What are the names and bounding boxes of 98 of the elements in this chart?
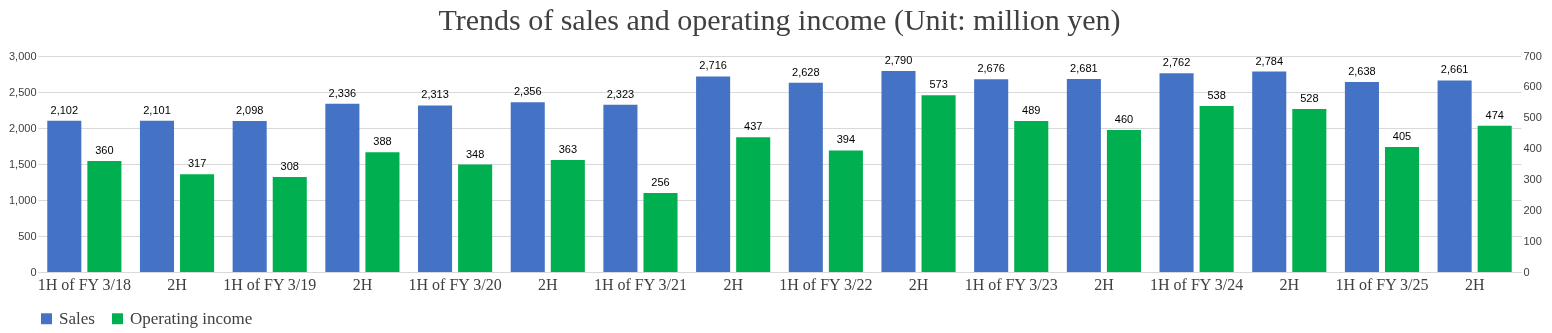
data-label: 360 (95, 143, 114, 156)
bar (736, 137, 771, 272)
bar (1252, 71, 1287, 272)
data-label: 405 (1392, 130, 1412, 143)
bar (828, 150, 863, 272)
data-label: 474 (1485, 108, 1504, 121)
y2-tick-label: 300 (1523, 172, 1542, 185)
x-tick-label: 1H of FY 3/24 (1150, 275, 1244, 293)
x-tick-label: 1H of FY 3/25 (1335, 275, 1429, 293)
bar (365, 152, 400, 272)
bar (47, 120, 82, 272)
bar (418, 105, 453, 272)
bar (696, 76, 731, 272)
y-tick-label: 2,000 (8, 121, 37, 134)
data-label: 2,336 (328, 86, 357, 99)
bar (881, 71, 916, 272)
data-label: 2,356 (513, 85, 542, 98)
data-label: 2,098 (235, 103, 264, 116)
data-label: 2,716 (699, 59, 727, 72)
data-label: 2,102 (50, 103, 79, 116)
bar (788, 82, 823, 272)
y2-tick-label: 200 (1523, 203, 1542, 216)
x-tick-label: 2H (1464, 275, 1485, 293)
y2-tick-label: 500 (1523, 111, 1542, 124)
data-label: 2,323 (606, 87, 635, 100)
data-label: 2,628 (792, 65, 820, 78)
bar (603, 104, 638, 272)
bar (1159, 73, 1194, 272)
data-label: 2,313 (421, 88, 449, 101)
y-tick-label: 2,500 (8, 85, 37, 98)
bar (550, 159, 585, 272)
y-tick-label: 1,000 (8, 193, 37, 206)
data-label: 317 (187, 157, 207, 170)
x-tick-label: 1H of FY 3/21 (593, 275, 688, 293)
y2-tick-label: 700 (1523, 49, 1542, 62)
data-label: 2,790 (884, 54, 913, 67)
bar (1437, 80, 1472, 272)
bar (325, 103, 360, 272)
y-tick-label: 500 (18, 229, 37, 242)
data-label: 348 (465, 147, 485, 160)
bar (974, 79, 1009, 272)
bar (139, 120, 175, 272)
data-label: 489 (1022, 104, 1041, 117)
bar (272, 176, 307, 272)
y2-tick-label: 0 (1523, 265, 1530, 278)
x-tick-label: 2H (723, 275, 744, 293)
bar (1106, 130, 1141, 272)
data-label: 308 (280, 159, 299, 172)
y2-tick-label: 400 (1523, 142, 1542, 155)
x-tick-label: 1H of FY 3/18 (37, 275, 131, 293)
bar (1292, 109, 1327, 272)
data-label: 2,762 (1162, 56, 1191, 69)
bar (921, 95, 956, 272)
data-label: 2,676 (977, 62, 1005, 75)
legend-label: Sales (59, 308, 95, 328)
data-label: 2,784 (1255, 54, 1284, 67)
bar (1199, 105, 1234, 272)
data-label: 2,681 (1070, 61, 1098, 74)
x-tick-label: 2H (1279, 275, 1300, 293)
data-label: 256 (651, 176, 670, 189)
y-tick-label: 0 (30, 265, 37, 278)
data-label: 2,638 (1348, 65, 1376, 78)
x-tick-label: 1H of FY 3/22 (779, 275, 873, 293)
x-tick-label: 2H (538, 275, 558, 293)
data-label: 394 (836, 133, 856, 146)
x-tick-label: 2H (167, 275, 188, 293)
x-tick-label: 2H (352, 275, 373, 293)
data-label: 363 (558, 142, 577, 155)
x-tick-label: 2H (1094, 275, 1115, 293)
bar (510, 102, 545, 272)
data-label: 460 (1114, 113, 1134, 126)
x-tick-label: 1H of FY 3/19 (223, 275, 317, 293)
y2-tick-label: 100 (1523, 234, 1542, 247)
bar (232, 120, 267, 272)
bar (1477, 125, 1512, 272)
data-label: 388 (373, 135, 392, 148)
data-label: 573 (929, 78, 948, 91)
x-tick-label: 2H (908, 275, 929, 293)
bar (1066, 78, 1101, 272)
y-tick-label: 1,500 (8, 157, 37, 170)
chart-title: Trends of sales and operating income (Unit: million yen) (438, 3, 1121, 37)
y2-tick-label: 600 (1523, 80, 1542, 93)
bar (643, 193, 678, 272)
x-tick-label: 1H of FY 3/23 (964, 275, 1058, 293)
data-label: 2,661 (1440, 63, 1469, 76)
data-label: 2,101 (143, 103, 171, 116)
bar (87, 160, 122, 272)
legend-label: Operating income (130, 308, 253, 328)
x-tick-label: 1H of FY 3/20 (408, 275, 502, 293)
bar (1384, 147, 1420, 272)
data-label: 528 (1300, 92, 1319, 105)
bar (458, 164, 493, 272)
bar (180, 174, 215, 272)
data-label: 538 (1207, 88, 1226, 101)
data-label: 437 (744, 120, 763, 133)
y-tick-label: 3,000 (8, 49, 37, 62)
bar (1344, 82, 1379, 272)
bar (1014, 121, 1049, 272)
